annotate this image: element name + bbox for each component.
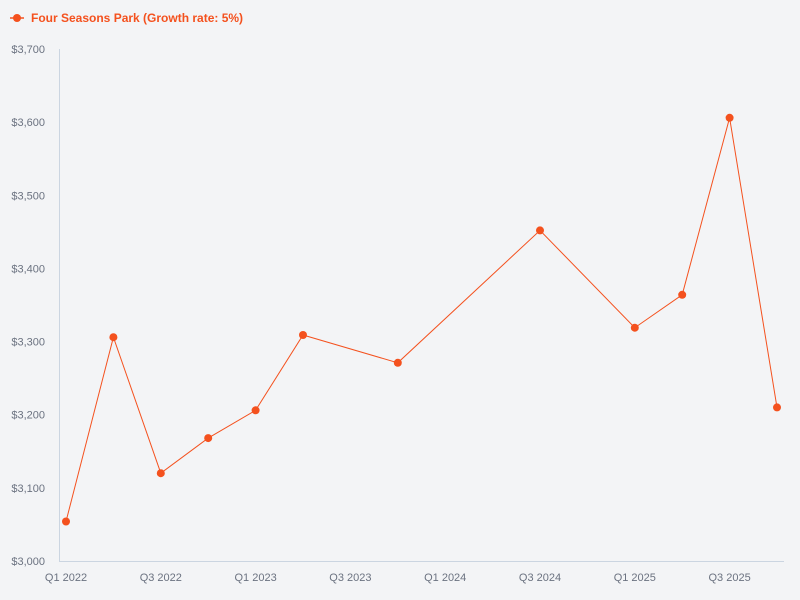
y-axis-ticks: $3,000 $3,100 $3,200 $3,300 $3,400 $3,500 $3,6… — [11, 44, 45, 568]
data-point-q2-2025[interactable] — [678, 290, 687, 299]
y-tick-label: $3,500 — [11, 190, 45, 202]
y-tick-label: $3,400 — [11, 263, 45, 275]
data-point-q3-2025[interactable] — [725, 113, 734, 122]
x-tick-label: Q1 2023 — [234, 572, 276, 584]
series-layer — [62, 113, 781, 526]
y-tick-label: $3,600 — [11, 117, 45, 129]
y-tick-label: $3,200 — [11, 410, 45, 422]
data-point-q4-2023[interactable] — [393, 358, 402, 367]
x-axis-ticks: Q1 2022 Q3 2022 Q1 2023 Q3 2023 Q1 2024 Q3 20… — [45, 572, 751, 584]
x-tick-label: Q3 2023 — [329, 572, 371, 584]
data-point-q3-2022[interactable] — [156, 469, 165, 478]
legend-label: Four Seasons Park (Growth rate: 5%) — [31, 11, 243, 25]
series-line — [65, 117, 778, 522]
x-tick-label: Q1 2024 — [424, 572, 466, 584]
y-tick-label: $3,300 — [11, 337, 45, 349]
y-tick-label: $3,000 — [11, 556, 45, 568]
legend-marker-swatch — [13, 14, 21, 22]
y-tick-label: $3,100 — [11, 483, 45, 495]
x-tick-label: Q3 2025 — [708, 572, 750, 584]
data-point-q4-2025[interactable] — [773, 403, 781, 412]
x-tick-label: Q1 2022 — [45, 572, 87, 584]
data-point-q1-2025[interactable] — [630, 323, 639, 332]
data-point-q3-2024[interactable] — [536, 226, 544, 235]
legend[interactable]: Four Seasons Park (Growth rate: 5%) — [10, 11, 243, 25]
data-point-q1-2022[interactable] — [62, 517, 70, 526]
data-point-q2-2022[interactable] — [109, 333, 118, 342]
data-point-q1-2023[interactable] — [251, 406, 260, 415]
x-tick-label: Q3 2024 — [519, 572, 561, 584]
data-point-q2-2023[interactable] — [299, 331, 307, 339]
data-point-q4-2022[interactable] — [204, 434, 213, 443]
y-tick-label: $3,700 — [11, 44, 45, 56]
x-tick-label: Q3 2022 — [140, 572, 182, 584]
x-tick-label: Q1 2025 — [614, 572, 656, 584]
